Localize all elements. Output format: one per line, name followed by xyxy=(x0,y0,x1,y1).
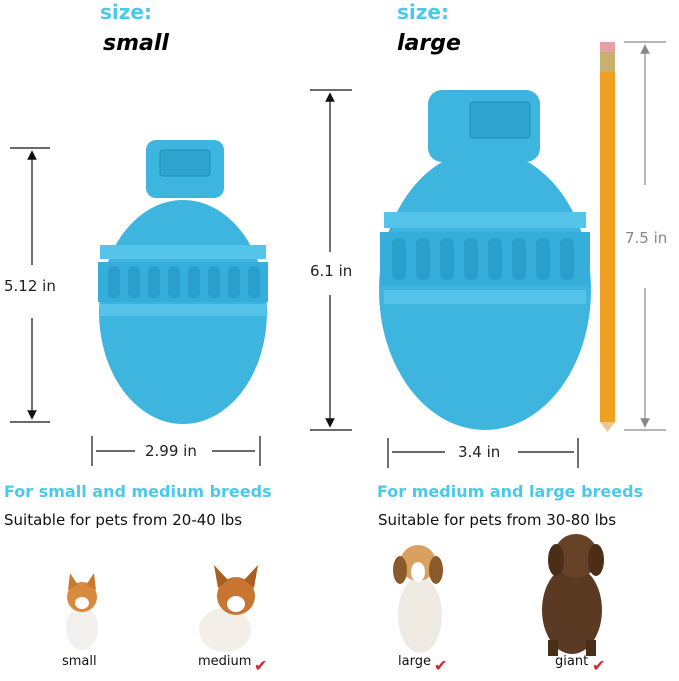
small-heading: For small and medium breeds xyxy=(4,482,272,501)
pencil-height-label: 7.5 in xyxy=(625,229,668,247)
check-icon: ✔ xyxy=(434,656,448,675)
dog-small-image xyxy=(66,573,98,650)
large-suitability: Suitable for pets from 30-80 lbs xyxy=(378,511,617,529)
large-heading: For medium and large breeds xyxy=(377,482,644,501)
dog-label-small: small xyxy=(62,654,97,669)
large-height-label: 6.1 in xyxy=(310,262,353,280)
small-size-label: size: xyxy=(100,0,152,24)
small-size-value: small xyxy=(103,31,169,56)
dog-label-medium: medium xyxy=(198,654,252,669)
large-size-value: large xyxy=(397,31,461,56)
dog-medium-image xyxy=(199,565,258,652)
large-width-label: 3.4 in xyxy=(458,443,501,461)
small-width-label: 2.99 in xyxy=(145,442,197,460)
check-icon: ✔ xyxy=(254,656,268,675)
small-toy-image xyxy=(98,140,268,424)
dog-label-giant: giant xyxy=(555,654,589,669)
large-toy-image xyxy=(379,90,591,430)
dog-label-large: large xyxy=(398,654,431,669)
small-height-label: 5.12 in xyxy=(4,277,56,295)
check-icon: ✔ xyxy=(592,656,606,675)
dog-large-image xyxy=(393,545,443,653)
dog-giant-image xyxy=(542,534,604,656)
dimension-lines xyxy=(10,41,666,468)
pencil-image xyxy=(600,42,615,432)
large-size-label: size: xyxy=(397,0,449,24)
small-suitability: Suitable for pets from 20-40 lbs xyxy=(4,511,243,529)
